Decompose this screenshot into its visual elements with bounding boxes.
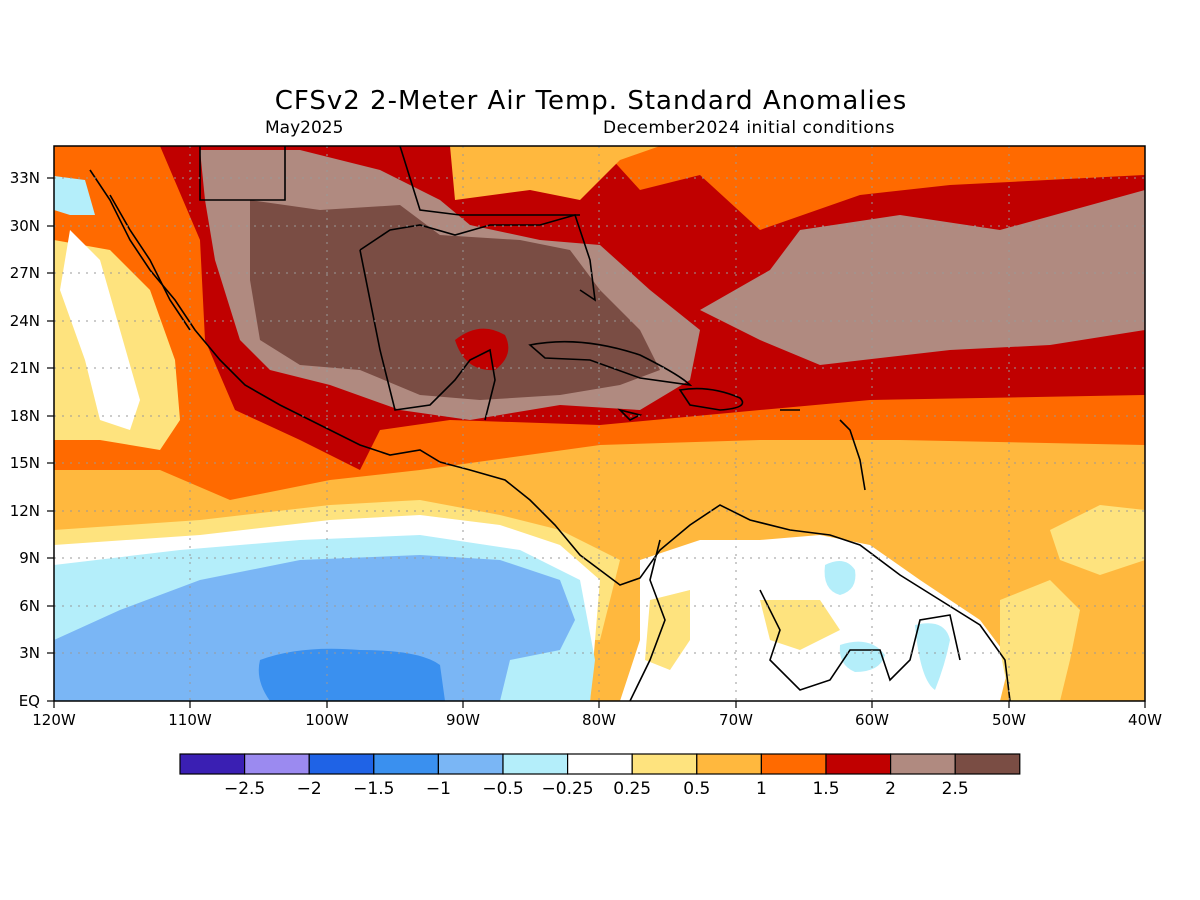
amazon-yellow-east bbox=[1000, 580, 1080, 701]
lon-label: 100W bbox=[305, 711, 349, 729]
colorbar-swatch bbox=[179, 753, 246, 775]
anomaly-field bbox=[54, 146, 1145, 701]
pacific-lightblue-nw bbox=[54, 176, 95, 215]
south-america-blob-c bbox=[915, 623, 950, 690]
lon-label: 80W bbox=[582, 711, 616, 729]
lon-label: 110W bbox=[168, 711, 212, 729]
coastlines bbox=[89, 146, 1011, 701]
colorbar-label: 2 bbox=[885, 779, 896, 799]
colorbar-swatch bbox=[631, 753, 698, 775]
lon-label: 40W bbox=[1128, 711, 1162, 729]
colorbar-swatch bbox=[244, 753, 310, 775]
colorbar-label: −1 bbox=[426, 779, 451, 799]
lon-label: 70W bbox=[719, 711, 753, 729]
colorbar-label: −0.5 bbox=[482, 779, 523, 799]
lon-label: 50W bbox=[992, 711, 1026, 729]
colorbar: −2.5 −2 −1.5 −1 −0.5 −0.25 0.25 0.5 1 1.5 2 2.5 bbox=[179, 753, 1021, 799]
colorbar-label: −2.5 bbox=[224, 779, 265, 799]
lat-label: 3N bbox=[19, 644, 40, 662]
lat-label: 9N bbox=[19, 549, 40, 567]
atlantic-yellow-north bbox=[450, 146, 660, 200]
colorbar-swatch bbox=[566, 753, 633, 775]
colorbar-swatch bbox=[308, 753, 375, 775]
lat-label: 15N bbox=[10, 454, 40, 472]
lon-labels: 120W 110W 100W 90W 80W 70W 60W 50W 40W bbox=[32, 711, 1162, 729]
colorbar-label: −1.5 bbox=[353, 779, 394, 799]
lat-label: 21N bbox=[10, 359, 40, 377]
lat-label: 24N bbox=[10, 312, 40, 330]
tick-marks bbox=[47, 177, 1146, 708]
colorbar-swatch bbox=[696, 753, 762, 775]
lon-label: 90W bbox=[446, 711, 480, 729]
colorbar-swatch bbox=[889, 753, 956, 775]
gridlines bbox=[54, 146, 1145, 701]
colorbar-swatch bbox=[502, 753, 569, 775]
pacific-blue-band bbox=[54, 555, 575, 701]
colorbar-label: 1 bbox=[756, 779, 767, 799]
colorbar-swatch bbox=[954, 753, 1021, 775]
colorbar-label: −0.25 bbox=[542, 779, 594, 799]
lat-label: EQ bbox=[19, 692, 40, 710]
lat-label: 27N bbox=[10, 264, 40, 282]
colorbar-label: 2.5 bbox=[942, 779, 969, 799]
lat-label: 30N bbox=[10, 217, 40, 235]
forecast-month: May2025 bbox=[265, 118, 344, 138]
colorbar-label: −2 bbox=[297, 779, 322, 799]
lat-label: 18N bbox=[10, 407, 40, 425]
atlantic-yellow-south bbox=[1050, 505, 1145, 575]
lon-label: 120W bbox=[32, 711, 76, 729]
lat-label: 12N bbox=[10, 502, 40, 520]
south-america-yellow-a bbox=[645, 590, 690, 670]
pacific-darkblue-blob bbox=[258, 648, 445, 701]
gulf-brown-dark bbox=[250, 200, 660, 400]
yucatan-red-blob bbox=[455, 328, 509, 371]
colorbar-swatch bbox=[825, 753, 892, 775]
colorbar-label: 0.25 bbox=[613, 779, 651, 799]
pacific-white-west bbox=[60, 230, 140, 430]
atlantic-brown bbox=[700, 190, 1145, 365]
colorbar-swatch bbox=[437, 753, 504, 775]
south-america-yellow-b bbox=[760, 600, 840, 650]
colorbar-swatch bbox=[373, 753, 439, 775]
lat-labels: EQ 3N 6N 9N 12N 15N 18N 21N 24N 27N 30N … bbox=[10, 169, 40, 710]
colorbar-label: 1.5 bbox=[812, 779, 839, 799]
initial-conditions: December2024 initial conditions bbox=[603, 118, 895, 138]
colorbar-label: 0.5 bbox=[683, 779, 710, 799]
chart-title: CFSv2 2-Meter Air Temp. Standard Anomali… bbox=[274, 86, 908, 116]
lat-label: 6N bbox=[19, 597, 40, 615]
south-america-blob-a bbox=[824, 561, 856, 595]
lat-label: 33N bbox=[10, 169, 40, 187]
lon-label: 60W bbox=[855, 711, 889, 729]
colorbar-swatch bbox=[760, 753, 827, 775]
